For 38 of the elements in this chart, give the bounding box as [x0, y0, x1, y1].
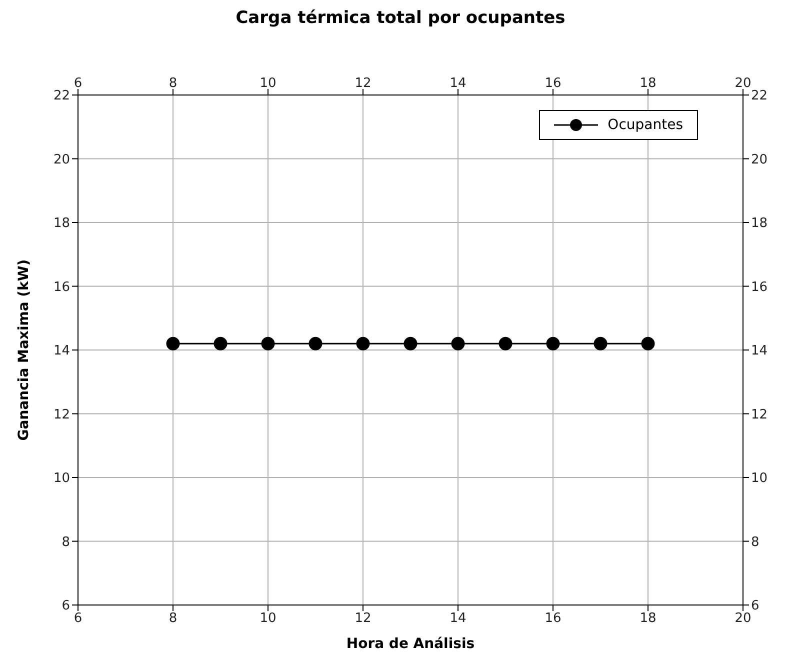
- y2-tick-label: 18: [751, 216, 768, 232]
- x2-tick-label: 8: [168, 611, 178, 626]
- x2-tick-label: 12: [354, 611, 372, 626]
- y-tick-label: 6: [62, 598, 70, 614]
- x2-tick-label: 20: [734, 611, 752, 626]
- x2-tick-label: 14: [450, 611, 466, 626]
- y-tick-label: 22: [53, 88, 70, 104]
- y-tick-label: 18: [53, 216, 70, 232]
- x2-tick-label: 10: [260, 611, 276, 626]
- x-tick-label: 10: [260, 76, 276, 91]
- x2-tick-label: 18: [640, 611, 656, 626]
- x-tick-label: 20: [734, 76, 752, 91]
- y2-tick-label: 6: [751, 598, 760, 614]
- y-tick-label: 14: [53, 344, 70, 359]
- x2-tick-label: 16: [544, 611, 562, 626]
- y2-tick-label: 8: [751, 534, 760, 550]
- y2-tick-label: 22: [751, 88, 768, 104]
- x-tick-label: 16: [544, 76, 562, 91]
- x-tick-label: 8: [168, 76, 178, 91]
- y2-tick-label: 14: [751, 344, 768, 359]
- x-tick-label: 14: [450, 76, 466, 91]
- x-tick-label: 18: [640, 76, 656, 91]
- y-tick-label: 16: [53, 280, 70, 295]
- y2-tick-label: 20: [751, 152, 768, 168]
- legend-label: Ocupantes: [608, 117, 683, 133]
- x-tick-label: 6: [74, 76, 82, 91]
- y-tick-label: 20: [53, 152, 70, 168]
- y2-tick-label: 10: [751, 471, 768, 486]
- y-tick-label: 12: [53, 407, 70, 422]
- y-axis-title: Ganancia Maxima (kW): [16, 259, 32, 441]
- x-axis-title: Hora de Análisis: [346, 636, 475, 652]
- x-tick-label: 12: [354, 76, 372, 91]
- chart-title: Carga térmica total por ocupantes: [234, 8, 566, 30]
- y-tick-label: 8: [62, 534, 70, 550]
- y2-tick-label: 12: [751, 407, 768, 422]
- y-tick-label: 10: [53, 471, 70, 486]
- y2-tick-label: 16: [751, 280, 768, 295]
- x2-tick-label: 6: [74, 611, 82, 626]
